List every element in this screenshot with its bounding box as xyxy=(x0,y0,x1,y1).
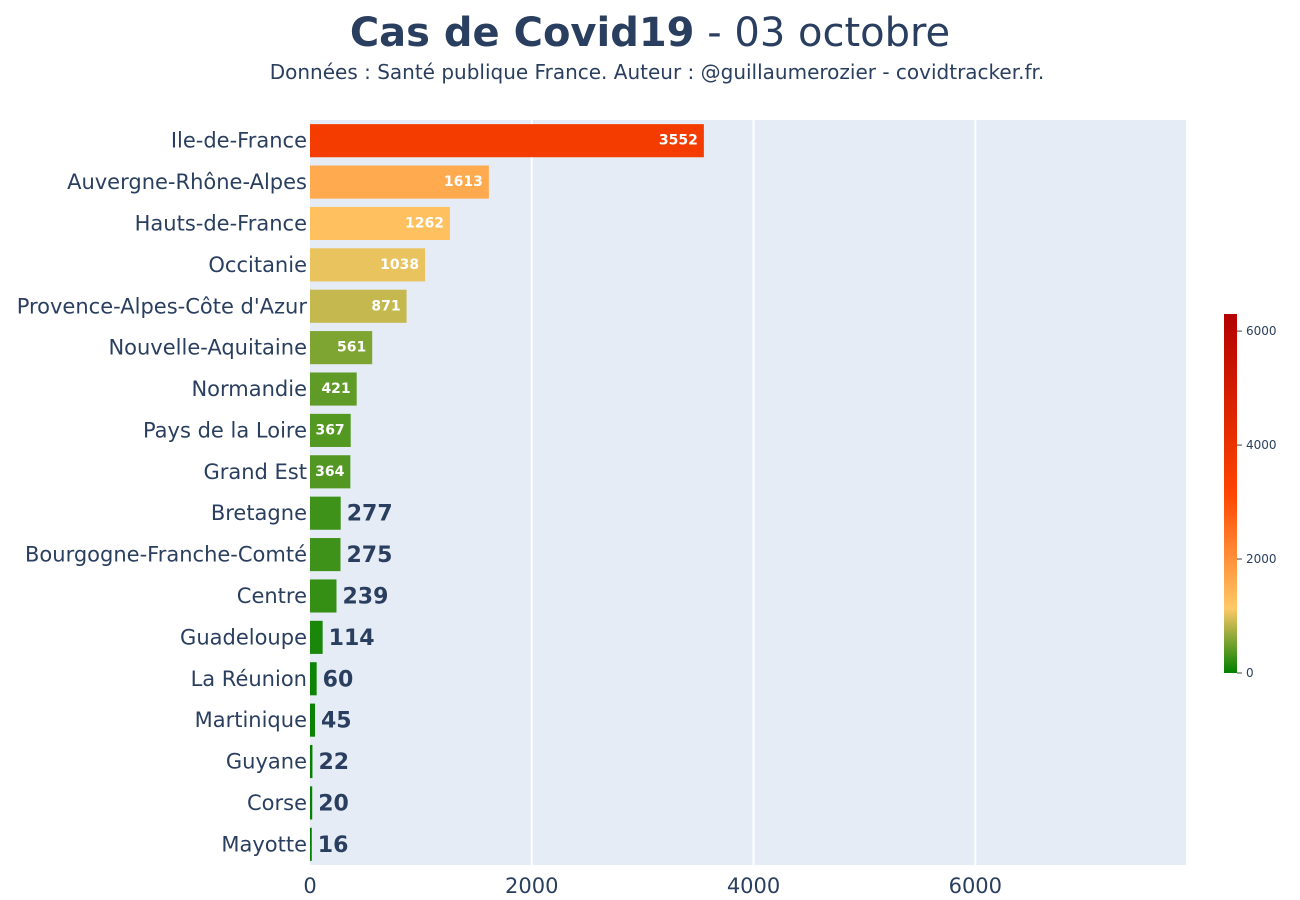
y-axis-label-7: Pays de la Loire xyxy=(143,418,307,442)
colorbar-tick-label-0: 0 xyxy=(1246,666,1254,680)
colorbar-tick-label-6000: 6000 xyxy=(1246,324,1277,338)
y-axis-label-12: Guadeloupe xyxy=(180,625,307,649)
y-axis-label-1: Auvergne-Rhône-Alpes xyxy=(67,170,307,194)
bar-16 xyxy=(310,786,313,820)
bar-6 xyxy=(310,372,357,406)
chart-title-bold: Cas de Covid19 xyxy=(350,10,695,56)
y-axis-label-15: Guyane xyxy=(226,750,307,774)
bar-value-label-13: 60 xyxy=(323,667,354,692)
bar-value-label-7: 367 xyxy=(315,422,344,438)
y-axis-label-2: Hauts-de-France xyxy=(135,211,307,235)
chart-subtitle: Données : Santé publique France. Auteur … xyxy=(270,60,1045,84)
x-axis-ticks: 0 2000 4000 6000 xyxy=(303,874,1002,898)
bars: 3552 1613 1262 1038 871 561 421 367 364 277 275 239… xyxy=(310,124,704,861)
bar-value-label-15: 22 xyxy=(318,750,349,775)
bar-value-label-10: 275 xyxy=(346,543,392,568)
y-axis-label-5: Nouvelle-Aquitaine xyxy=(108,336,307,360)
bar-value-label-9: 277 xyxy=(347,502,393,527)
colorbar-tick-label-2000: 2000 xyxy=(1246,552,1277,566)
bar-0 xyxy=(310,124,704,158)
bar-value-label-12: 114 xyxy=(329,626,375,651)
x-tick-label-2000: 2000 xyxy=(505,874,558,898)
bar-9 xyxy=(310,496,341,530)
colorbar: 0 2000 4000 6000 xyxy=(1224,314,1277,680)
bar-14 xyxy=(310,703,315,737)
x-tick-label-0: 0 xyxy=(303,874,316,898)
bar-4 xyxy=(310,289,407,323)
bar-7 xyxy=(310,413,351,447)
colorbar-tick-label-4000: 4000 xyxy=(1246,438,1277,452)
y-axis-label-8: Grand Est xyxy=(203,460,307,484)
bar-value-label-4: 871 xyxy=(371,298,400,314)
bar-17 xyxy=(310,827,312,861)
bar-15 xyxy=(310,744,313,779)
bar-value-label-17: 16 xyxy=(318,833,349,858)
y-axis-label-16: Corse xyxy=(247,791,307,815)
bar-value-label-8: 364 xyxy=(315,464,344,480)
bar-value-label-6: 421 xyxy=(321,381,350,397)
y-axis-label-6: Normandie xyxy=(191,377,307,401)
y-axis-label-10: Bourgogne-Franche-Comté xyxy=(25,543,307,567)
bar-value-label-0: 3552 xyxy=(659,133,698,149)
y-axis-label-14: Martinique xyxy=(195,708,307,732)
y-axis-label-11: Centre xyxy=(237,584,307,608)
bar-2 xyxy=(310,206,450,241)
bar-value-label-14: 45 xyxy=(321,709,352,734)
bar-value-label-3: 1038 xyxy=(380,257,419,273)
bar-10 xyxy=(310,538,341,572)
bar-5 xyxy=(310,331,373,365)
chart-title: Cas de Covid19 - 03 octobre xyxy=(350,10,950,56)
y-axis-label-4: Provence-Alpes-Côte d'Azur xyxy=(17,294,308,318)
y-axis-label-0: Ile-de-France xyxy=(171,129,307,153)
bar-13 xyxy=(310,662,317,696)
grid-lines xyxy=(530,120,977,865)
chart-title-date: - 03 octobre xyxy=(695,10,951,56)
y-axis-label-9: Bretagne xyxy=(211,501,307,525)
x-tick-label-6000: 6000 xyxy=(949,874,1002,898)
colorbar-gradient xyxy=(1224,314,1237,673)
bar-value-label-5: 561 xyxy=(337,340,366,356)
bar-11 xyxy=(310,579,337,613)
plot-area xyxy=(310,120,1186,865)
y-axis-label-17: Mayotte xyxy=(221,832,307,856)
bar-value-label-1: 1613 xyxy=(444,174,483,190)
x-tick-label-4000: 4000 xyxy=(727,874,780,898)
bar-12 xyxy=(310,620,323,654)
bar-value-label-11: 239 xyxy=(343,584,389,609)
bar-8 xyxy=(310,455,351,489)
bar-1 xyxy=(310,165,489,199)
y-axis-label-13: La Réunion xyxy=(191,667,307,691)
bar-value-label-16: 20 xyxy=(318,791,349,816)
y-axis-labels: Ile-de-France Auvergne-Rhône-Alpes Hauts-d… xyxy=(17,129,308,857)
bar-3 xyxy=(310,248,426,282)
bar-value-label-2: 1262 xyxy=(405,215,444,231)
y-axis-label-3: Occitanie xyxy=(208,253,307,277)
